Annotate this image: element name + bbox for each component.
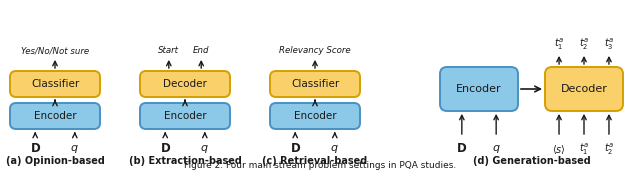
- Text: Yes/No/Not sure: Yes/No/Not sure: [21, 46, 89, 55]
- FancyBboxPatch shape: [10, 103, 100, 129]
- Text: (d) Generation-based: (d) Generation-based: [472, 156, 590, 166]
- Text: (a) Opinion-based: (a) Opinion-based: [6, 156, 104, 166]
- FancyBboxPatch shape: [140, 103, 230, 129]
- Text: $q$: $q$: [70, 143, 79, 155]
- Text: (c) Retrieval-based: (c) Retrieval-based: [262, 156, 367, 166]
- FancyBboxPatch shape: [440, 67, 518, 111]
- Text: $t_1^a$: $t_1^a$: [554, 37, 564, 52]
- Text: Start: Start: [158, 46, 179, 55]
- Text: $\langle s\rangle$: $\langle s\rangle$: [552, 142, 566, 155]
- Text: Figure 2: Four main stream problem settings in PQA studies.: Figure 2: Four main stream problem setti…: [184, 161, 456, 170]
- Text: End: End: [193, 46, 209, 55]
- Text: $q$: $q$: [200, 143, 209, 155]
- Text: $t_2^a$: $t_2^a$: [579, 37, 589, 52]
- FancyBboxPatch shape: [10, 71, 100, 97]
- Text: $\mathbf{D}$: $\mathbf{D}$: [290, 142, 301, 155]
- Text: Encoder: Encoder: [34, 111, 76, 121]
- Text: $t_3^a$: $t_3^a$: [604, 37, 614, 52]
- Text: $\mathbf{D}$: $\mathbf{D}$: [29, 142, 41, 155]
- Text: Classifier: Classifier: [31, 79, 79, 89]
- Text: $t_2^a$: $t_2^a$: [604, 141, 614, 157]
- Text: $t_1^a$: $t_1^a$: [579, 141, 589, 157]
- FancyBboxPatch shape: [270, 71, 360, 97]
- Text: Encoder: Encoder: [456, 84, 502, 94]
- Text: Decoder: Decoder: [163, 79, 207, 89]
- Text: (b) Extraction-based: (b) Extraction-based: [129, 156, 241, 166]
- Text: $q$: $q$: [330, 143, 339, 155]
- FancyBboxPatch shape: [545, 67, 623, 111]
- Text: Encoder: Encoder: [294, 111, 336, 121]
- FancyBboxPatch shape: [140, 71, 230, 97]
- Text: $q$: $q$: [492, 143, 500, 155]
- Text: Relevancy Score: Relevancy Score: [279, 46, 351, 55]
- Text: $\mathbf{D}$: $\mathbf{D}$: [456, 142, 467, 155]
- Text: Classifier: Classifier: [291, 79, 339, 89]
- Text: Decoder: Decoder: [561, 84, 607, 94]
- Text: Encoder: Encoder: [164, 111, 206, 121]
- Text: $\mathbf{D}$: $\mathbf{D}$: [159, 142, 171, 155]
- FancyBboxPatch shape: [270, 103, 360, 129]
